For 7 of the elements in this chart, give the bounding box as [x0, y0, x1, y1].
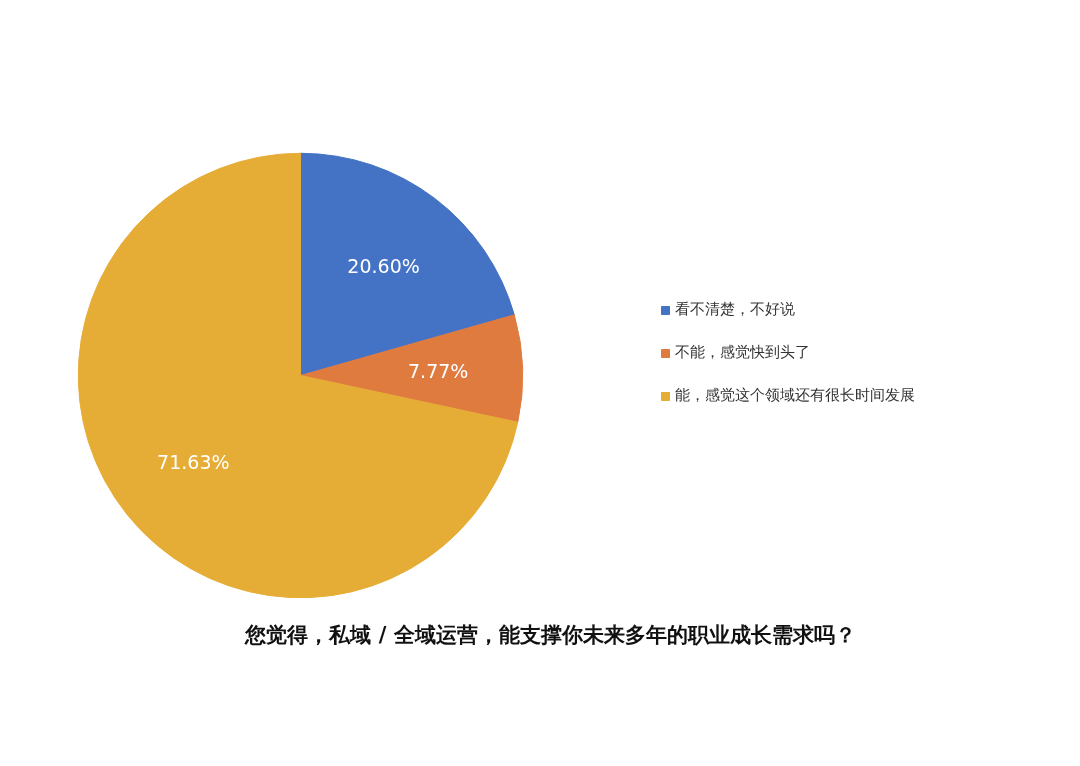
data-label: 20.60% [347, 254, 420, 277]
legend-label: 能，感觉这个领域还有很长时间发展 [675, 386, 915, 405]
legend-label: 不能，感觉快到头了 [675, 343, 810, 362]
text: 您觉得，私域 / 全域运营，能支撑你未来多年的职业成长需求吗？ [244, 622, 856, 647]
data-label: 71.63% [157, 451, 230, 474]
legend-label: 看不清楚，不好说 [675, 300, 795, 319]
data-label: 7.77% [408, 360, 469, 383]
